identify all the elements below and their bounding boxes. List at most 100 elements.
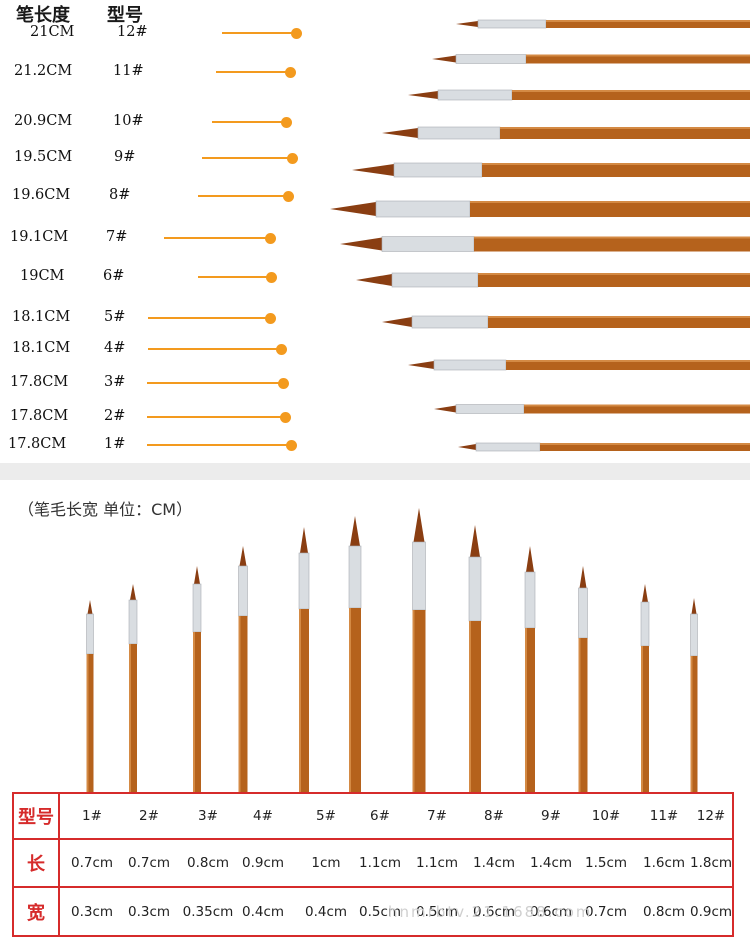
brush-horizontal	[352, 162, 750, 178]
cell-model: 9#	[541, 808, 561, 824]
model-number: 6#	[103, 268, 125, 284]
leader-dot	[287, 153, 298, 164]
bristle-size-table: 型号 1# 2# 3# 4# 5# 6# 7# 8# 9# 10# 11# 12# 长 0.7cm 0.…	[12, 792, 734, 937]
table-row-model: 型号 1# 2# 3# 4# 5# 6# 7# 8# 9# 10# 11# 12#	[14, 794, 732, 840]
leader-line	[148, 317, 270, 319]
leader-line	[202, 157, 292, 159]
cell-model: 11#	[649, 808, 679, 824]
leader-line	[212, 121, 286, 123]
cell-length: 1.4cm	[529, 855, 573, 871]
leader-dot	[266, 272, 277, 283]
leader-line	[147, 416, 285, 418]
cell-width: 0.5cm	[415, 903, 459, 920]
model-number: 9#	[114, 149, 136, 165]
cell-model: 1#	[82, 808, 102, 824]
leader-dot	[285, 67, 296, 78]
brush-length-panel: 笔长度 型号 21CM 12# 21.2CM 11# 20.9CM 10# 19.5CM 9#…	[0, 0, 750, 463]
model-number: 4#	[104, 340, 126, 356]
brush-vertical	[192, 566, 202, 792]
brush-vertical	[298, 527, 310, 792]
length-value: 17.8CM	[10, 408, 69, 424]
leader-dot	[276, 344, 287, 355]
model-number: 7#	[106, 229, 128, 245]
length-value: 21CM	[30, 24, 75, 40]
cell-model: 12#	[696, 808, 726, 824]
unit-label: （笔毛长宽 单位：CM）	[18, 500, 193, 519]
length-value: 19.5CM	[14, 149, 73, 165]
leader-line	[147, 382, 283, 384]
brush-vertical	[468, 525, 482, 792]
cell-length: 1.6cm	[642, 855, 686, 871]
brush-vertical	[690, 598, 698, 792]
leader-line	[148, 348, 281, 350]
cell-length: 1.5cm	[584, 855, 628, 871]
model-header: 型号	[107, 5, 143, 26]
model-number: 1#	[104, 436, 126, 452]
length-value: 17.8CM	[8, 436, 67, 452]
length-value: 19.1CM	[10, 229, 69, 245]
leader-line	[222, 32, 296, 34]
length-value: 21.2CM	[14, 63, 73, 79]
length-header: 笔长度	[16, 5, 70, 26]
model-number: 10#	[113, 113, 144, 129]
brush-horizontal	[408, 89, 750, 101]
brush-vertical	[238, 546, 248, 792]
cell-model: 2#	[139, 808, 159, 824]
row-header-model: 型号	[14, 794, 60, 838]
brush-horizontal	[382, 315, 750, 329]
cell-model: 10#	[591, 808, 621, 824]
brush-vertical	[578, 566, 588, 792]
table-row-length: 长 0.7cm 0.7cm 0.8cm 0.9cm 1cm 1.1cm 1.1cm 1.4cm…	[14, 840, 732, 888]
cell-width: 0.3cm	[127, 903, 171, 920]
cell-width: 0.4cm	[241, 903, 285, 920]
cell-length: 0.9cm	[241, 855, 285, 871]
brush-vertical	[128, 584, 138, 792]
vertical-brushes-illustration	[86, 508, 698, 792]
length-value: 18.1CM	[12, 340, 71, 356]
brush-horizontal	[432, 54, 750, 64]
cell-width: 0.9cm	[689, 903, 733, 920]
leader-dot	[265, 313, 276, 324]
cell-length: 1.1cm	[415, 855, 459, 871]
cell-width: 0.35cm	[182, 903, 234, 920]
cell-length: 0.8cm	[186, 855, 230, 871]
brush-vertical	[412, 508, 426, 792]
cell-length: 0.7cm	[70, 855, 114, 871]
model-number: 5#	[104, 309, 126, 325]
leader-dot	[281, 117, 292, 128]
leader-line	[198, 195, 288, 197]
cell-model: 6#	[370, 808, 390, 824]
length-value: 18.1CM	[12, 309, 71, 325]
cell-model: 4#	[253, 808, 273, 824]
leader-dot	[286, 440, 297, 451]
cell-width: 0.4cm	[304, 903, 348, 920]
model-number: 2#	[104, 408, 126, 424]
leader-line	[216, 71, 290, 73]
cell-length: 1.4cm	[472, 855, 516, 871]
brush-vertical	[86, 600, 94, 792]
watermark-text: hnmrbtv.21.1688.com	[388, 903, 593, 921]
brush-vertical	[524, 546, 536, 792]
row-header-width: 宽	[14, 888, 60, 935]
table-row-width: 宽 0.3cm 0.3cm 0.35cm 0.4cm 0.4cm 0.5cm 0.5cm 0.…	[14, 888, 732, 935]
brush-vertical	[640, 584, 650, 792]
model-number: 11#	[113, 63, 144, 79]
section-divider	[0, 463, 750, 480]
model-number: 8#	[109, 187, 131, 203]
cell-model: 7#	[427, 808, 447, 824]
brush-horizontal	[382, 126, 750, 140]
leader-dot	[265, 233, 276, 244]
cell-width: 0.6cm	[472, 903, 516, 920]
cell-model: 3#	[198, 808, 218, 824]
brush-horizontal	[458, 442, 750, 452]
length-value: 19CM	[20, 268, 65, 284]
leader-line	[198, 276, 271, 278]
cell-length: 1cm	[311, 855, 341, 871]
length-value: 19.6CM	[12, 187, 71, 203]
cell-model: 5#	[316, 808, 336, 824]
brush-horizontal	[434, 404, 750, 414]
leader-dot	[291, 28, 302, 39]
leader-line	[147, 444, 291, 446]
leader-dot	[278, 378, 289, 389]
leader-line	[164, 237, 270, 239]
